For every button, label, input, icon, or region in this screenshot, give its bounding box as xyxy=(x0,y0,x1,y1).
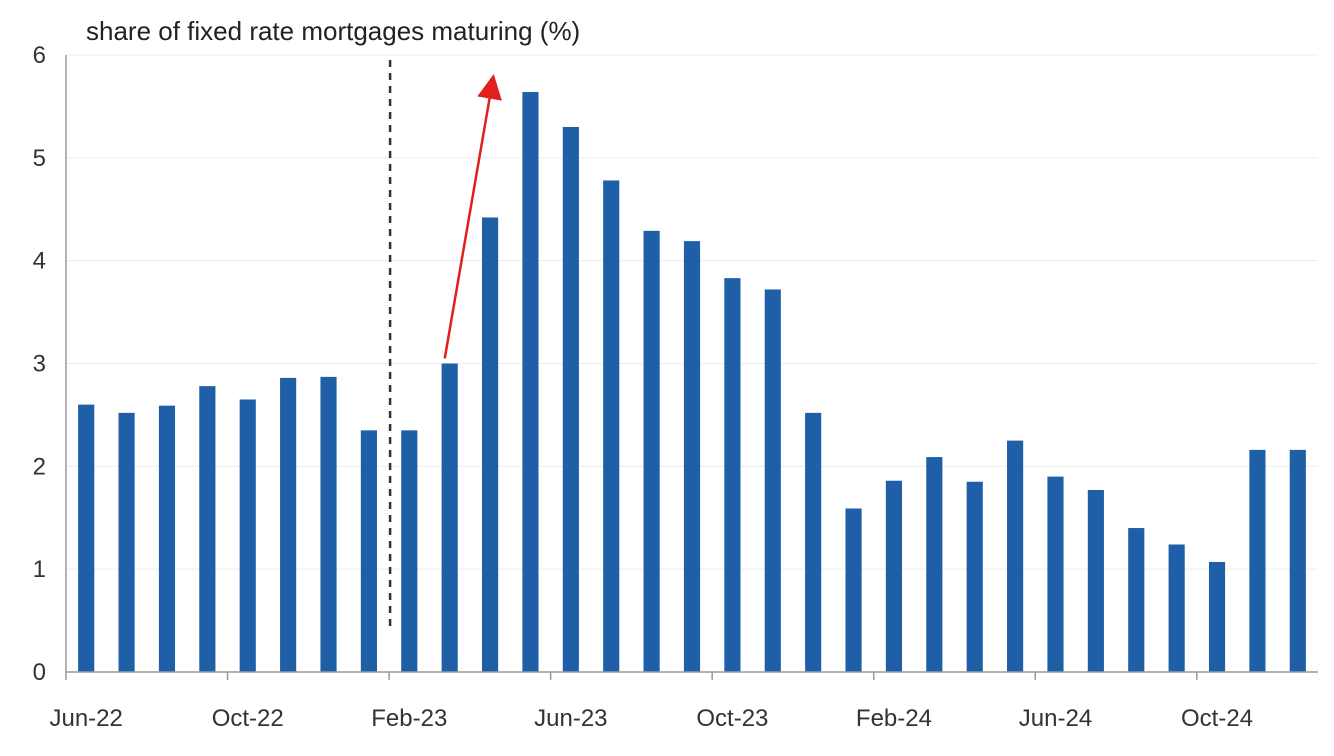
y-tick-label: 2 xyxy=(33,453,46,480)
bar-nov-24 xyxy=(1249,449,1266,672)
y-tick-label: 6 xyxy=(33,42,46,69)
chart-title: share of fixed rate mortgages maturing (… xyxy=(86,16,580,46)
bar-apr-24 xyxy=(966,481,983,672)
bar-nov-23 xyxy=(764,289,781,672)
y-tick-label: 4 xyxy=(33,248,46,275)
bar-jan-23 xyxy=(360,430,377,672)
x-tick-label: Feb-23 xyxy=(371,705,447,732)
axes xyxy=(65,55,1318,680)
x-tick-label: Oct-23 xyxy=(696,705,768,732)
bar-sep-22 xyxy=(199,386,216,672)
x-tick-label: Jun-23 xyxy=(534,705,607,732)
red-arrow xyxy=(443,73,502,359)
bar-jun-23 xyxy=(562,126,579,672)
bar-feb-24 xyxy=(885,480,903,672)
bar-apr-23 xyxy=(481,217,499,672)
bar-jul-23 xyxy=(603,180,620,672)
y-tick-label: 3 xyxy=(33,351,46,378)
bar-oct-24 xyxy=(1208,561,1226,672)
bar-aug-24 xyxy=(1128,528,1145,672)
bar-oct-22 xyxy=(239,399,256,672)
bars xyxy=(78,92,1306,672)
y-tick-label: 1 xyxy=(33,556,46,583)
bar-jun-22 xyxy=(78,404,95,672)
x-tick-label: Jun-24 xyxy=(1019,705,1092,732)
bar-dec-24 xyxy=(1289,449,1306,672)
bar-may-23 xyxy=(522,92,539,672)
y-tick-labels: 0 1 2 3 4 5 6 xyxy=(33,42,46,686)
bar-may-24 xyxy=(1007,440,1024,672)
bar-jan-24 xyxy=(845,508,862,672)
bar-aug-23 xyxy=(643,230,660,672)
bar-mar-24 xyxy=(926,457,943,672)
x-tick-label: Oct-24 xyxy=(1181,705,1253,732)
bar-dec-22 xyxy=(320,376,337,672)
annotations xyxy=(388,60,502,630)
bar-oct-23 xyxy=(724,278,741,672)
bar-jul-24 xyxy=(1087,489,1104,672)
bar-dec-23 xyxy=(805,412,822,672)
x-tick-label: Jun-22 xyxy=(49,705,122,732)
bar-jun-24 xyxy=(1047,476,1064,672)
bar-feb-23 xyxy=(401,430,418,672)
bar-nov-22 xyxy=(280,377,297,672)
bar-jul-22 xyxy=(118,412,135,672)
bar-sep-23 xyxy=(683,241,701,672)
y-tick-label: 0 xyxy=(33,659,46,686)
bar-aug-22 xyxy=(158,405,176,672)
bar-sep-24 xyxy=(1168,544,1185,672)
x-tick-label: Oct-22 xyxy=(212,705,284,732)
y-tick-label: 5 xyxy=(33,145,46,172)
x-tick-label: Feb-24 xyxy=(856,705,932,732)
x-tick-labels: Jun-22 Oct-22 Feb-23 Jun-23 Oct-23 Feb-24 Jun-… xyxy=(49,705,1253,732)
bar-mar-23 xyxy=(441,363,458,672)
